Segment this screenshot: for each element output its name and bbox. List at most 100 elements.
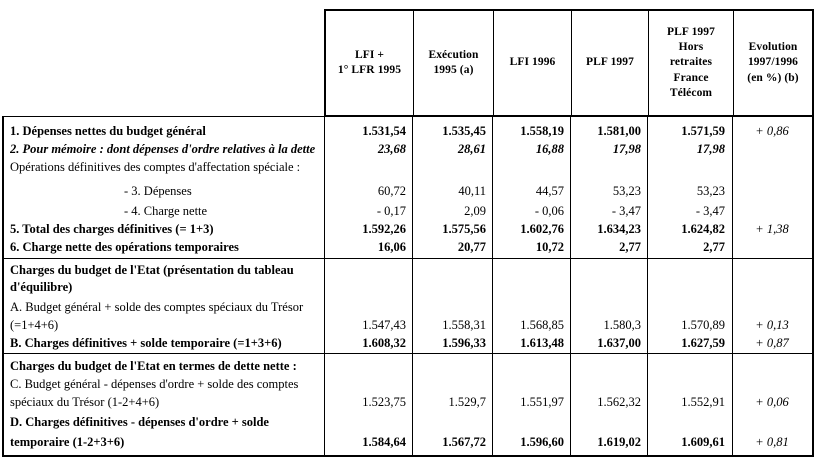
row-label: 1. Dépenses nettes du budget général <box>10 124 206 138</box>
cell-value: 1.627,59 <box>681 336 725 350</box>
cell-value: 1.637,00 <box>597 336 641 350</box>
table-row: 5. Total des charges définitives (= 1+3)… <box>4 220 812 238</box>
cell-value: 1.558,19 <box>520 124 564 138</box>
cell-value: + 0,13 <box>755 318 789 332</box>
cell-value: 1.567,72 <box>442 435 486 449</box>
row-label: Opérations définitives des comptes d'aff… <box>10 160 301 174</box>
table-row: 2. Pour mémoire : dont dépenses d'ordre … <box>4 140 812 158</box>
cell-value: 1.609,61 <box>681 435 725 449</box>
column-header-execution-1995: Exécution 1995 (a) <box>414 11 494 115</box>
cell-value: 1.535,45 <box>442 124 486 138</box>
cell-value: 1.581,00 <box>597 124 641 138</box>
table-row: - 4. Charge nette - 0,17 2,09 - 0,06 - 3… <box>4 202 812 220</box>
cell-value: 1.580,3 <box>603 318 642 332</box>
column-divider <box>732 115 733 457</box>
cell-value: 28,61 <box>457 142 486 156</box>
row-label: Charges du budget de l'Etat en termes de… <box>10 359 297 373</box>
table-body: 1. Dépenses nettes du budget général 1.5… <box>2 115 814 457</box>
row-label: 2. Pour mémoire : dont dépenses d'ordre … <box>10 142 316 156</box>
cell-value: 1.602,76 <box>520 222 564 236</box>
cell-value: 1.634,23 <box>597 222 641 236</box>
cell-value <box>734 182 810 200</box>
table-row: 1. Dépenses nettes du budget général 1.5… <box>4 122 812 140</box>
cell-value: 1.562,32 <box>597 395 641 409</box>
cell-value: 1.619,02 <box>597 435 641 449</box>
cell-value: 1.584,64 <box>362 435 406 449</box>
cell-value: 1.568,85 <box>520 318 564 332</box>
column-divider <box>324 115 325 457</box>
cell-value: 53,23 <box>696 184 725 198</box>
row-label: d'équilibre) <box>10 280 73 294</box>
row-label: 6. Charge nette des opérations temporair… <box>10 240 239 254</box>
column-header-line: LFI + <box>354 48 385 61</box>
table-row: D. Charges définitives - dépenses d'ordr… <box>4 413 812 431</box>
cell-value: + 0,87 <box>755 336 789 350</box>
column-header-plf-1997-hors-retraites-france-telecom: PLF 1997 Hors retraites France Télécom <box>649 11 734 115</box>
cell-value: 1.547,43 <box>362 318 406 332</box>
column-divider <box>412 115 413 457</box>
cell-value: 40,11 <box>458 184 486 198</box>
table-row: A. Budget général + solde des comptes sp… <box>4 298 812 316</box>
table-row: spéciaux du Trésor (1-2+4+6) 1.523,75 1.… <box>4 393 812 411</box>
table-row: Charges du budget de l'Etat en termes de… <box>4 357 812 375</box>
table-row: Opérations définitives des comptes d'aff… <box>4 158 812 176</box>
row-label: B. Charges définitives + solde temporair… <box>10 336 282 350</box>
column-divider <box>647 115 648 457</box>
cell-value: 1.570,89 <box>681 318 725 332</box>
column-header-line: Evolution <box>748 41 798 54</box>
table-row: - 3. Dépenses 60,72 40,11 44,57 53,23 53… <box>4 182 812 200</box>
column-header-lfi-lfr-1995: LFI + 1° LFR 1995 <box>326 11 414 115</box>
row-label: Charges du budget de l'Etat (présentatio… <box>10 263 294 277</box>
cell-value: 1.529,7 <box>448 395 487 409</box>
column-header-line: Télécom <box>669 86 713 99</box>
cell-value: 1.531,54 <box>362 124 406 138</box>
table-row: B. Charges définitives + solde temporair… <box>4 334 812 352</box>
cell-value: 16,88 <box>535 142 564 156</box>
cell-value: 17,98 <box>612 142 641 156</box>
cell-value: 2,77 <box>703 240 725 254</box>
row-label: C. Budget général - dépenses d'ordre + s… <box>10 377 299 391</box>
column-header-evolution-1997-1996: Evolution 1997/1996 (en %) (b) <box>734 11 812 115</box>
cell-value: - 0,17 <box>376 204 406 218</box>
column-header-line: PLF 1997 <box>667 26 715 38</box>
cell-value: 1.552,91 <box>681 395 725 409</box>
column-header-line: 1995 (a) <box>433 64 474 76</box>
cell-value: 1.551,97 <box>520 395 564 409</box>
table-row: 6. Charge nette des opérations temporair… <box>4 238 812 256</box>
table-row: temporaire (1-2+3+6) 1.584,64 1.567,72 1… <box>4 433 812 451</box>
cell-value: 1.523,75 <box>362 395 406 409</box>
cell-value: - 3,47 <box>695 204 725 218</box>
cell-value: 60,72 <box>377 184 406 198</box>
cell-value: 44,57 <box>535 184 564 198</box>
column-header-line: (en %) (b) <box>747 71 799 84</box>
cell-value <box>734 202 810 220</box>
row-label: spéciaux du Trésor (1-2+4+6) <box>10 395 160 409</box>
row-label: temporaire (1-2+3+6) <box>10 435 125 449</box>
cell-value: 23,68 <box>377 142 406 156</box>
column-header-line: LFI 1996 <box>509 56 556 69</box>
cell-value: 1.571,59 <box>681 124 725 138</box>
cell-value: 2,09 <box>464 204 486 218</box>
cell-value: 1.613,48 <box>520 336 564 350</box>
cell-value: - 0,06 <box>534 204 564 218</box>
row-label: D. Charges définitives - dépenses d'ordr… <box>10 415 269 429</box>
row-label: (=1+4+6) <box>10 318 59 332</box>
table-header: LFI + 1° LFR 1995 Exécution 1995 (a) LFI… <box>324 9 814 117</box>
column-header-line: Exécution <box>428 48 479 61</box>
cell-value: 2,77 <box>619 240 641 254</box>
column-header-line: France <box>673 71 709 84</box>
row-label: - 4. Charge nette <box>124 204 208 218</box>
column-header-line: 1997/1996 <box>747 56 799 69</box>
column-header-line: retraites <box>669 56 713 69</box>
column-header-line: PLF 1997 <box>586 56 634 69</box>
cell-value: 1.624,82 <box>681 222 725 236</box>
row-label: 5. Total des charges définitives (= 1+3) <box>10 222 214 236</box>
column-header-plf-1997: PLF 1997 <box>572 11 649 115</box>
cell-value: 16,06 <box>377 240 406 254</box>
column-header-lfi-1996: LFI 1996 <box>494 11 572 115</box>
cell-value: 17,98 <box>696 142 725 156</box>
cell-value: 1.596,60 <box>520 435 564 449</box>
cell-value: + 0,81 <box>755 435 789 449</box>
table-row: d'équilibre) <box>4 278 812 296</box>
